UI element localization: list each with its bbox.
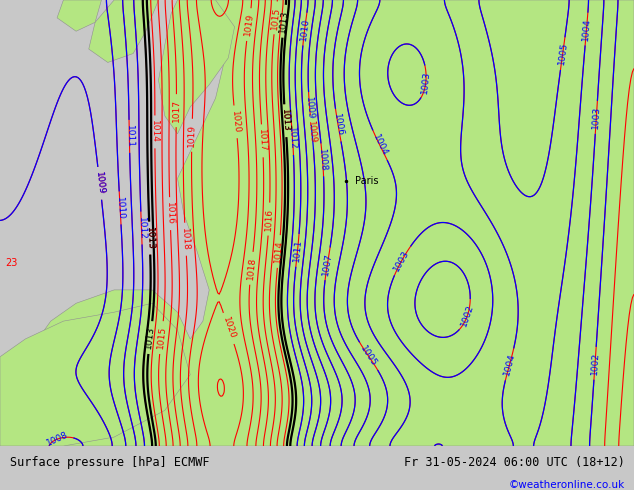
Text: 1018: 1018	[245, 256, 257, 280]
Text: 1012: 1012	[136, 217, 146, 240]
Text: 1010: 1010	[299, 17, 311, 41]
Text: 1005: 1005	[557, 42, 569, 66]
Text: 1006: 1006	[332, 113, 344, 137]
Polygon shape	[32, 0, 634, 446]
Text: 23: 23	[5, 258, 18, 268]
Text: 1013: 1013	[145, 326, 156, 349]
Text: 1003: 1003	[420, 70, 432, 94]
Text: 1008: 1008	[317, 148, 328, 171]
Text: 1016: 1016	[165, 202, 175, 225]
Text: ©weatheronline.co.uk: ©weatheronline.co.uk	[508, 480, 624, 490]
Text: 1013: 1013	[145, 226, 155, 250]
Text: 1008: 1008	[45, 430, 70, 448]
Text: 1013: 1013	[145, 226, 155, 250]
Text: 1009: 1009	[306, 120, 318, 144]
Text: 1010: 1010	[115, 196, 126, 220]
Text: 1014: 1014	[150, 121, 159, 144]
Text: 1015: 1015	[156, 326, 167, 349]
Text: 1013: 1013	[278, 9, 290, 33]
Text: Fr 31-05-2024 06:00 UTC (18+12): Fr 31-05-2024 06:00 UTC (18+12)	[404, 456, 624, 469]
Text: 1015: 1015	[270, 6, 281, 30]
Text: 1011: 1011	[125, 125, 134, 148]
Polygon shape	[89, 0, 158, 62]
Text: 1016: 1016	[264, 207, 274, 231]
Text: 1011: 1011	[292, 239, 303, 262]
Text: 1004: 1004	[371, 133, 389, 158]
Text: 1013: 1013	[280, 109, 290, 132]
Text: 1007: 1007	[321, 252, 333, 276]
Text: 1009: 1009	[94, 172, 105, 195]
Text: 1009: 1009	[304, 97, 315, 120]
Text: 1020: 1020	[230, 110, 242, 134]
Polygon shape	[0, 303, 190, 446]
Text: 1019: 1019	[243, 13, 255, 37]
Text: Paris: Paris	[355, 175, 378, 186]
Text: 1013: 1013	[280, 109, 290, 132]
Text: 1009: 1009	[94, 172, 105, 195]
Polygon shape	[57, 0, 101, 31]
Text: 1020: 1020	[221, 316, 236, 341]
Text: 1014: 1014	[273, 240, 285, 263]
Text: Surface pressure [hPa] ECMWF: Surface pressure [hPa] ECMWF	[10, 456, 209, 469]
Text: 1012: 1012	[287, 127, 298, 150]
Text: 1018: 1018	[181, 227, 191, 251]
Text: 1017: 1017	[172, 99, 181, 122]
Polygon shape	[158, 0, 235, 134]
Text: 1002: 1002	[590, 351, 600, 375]
Text: 1003: 1003	[591, 106, 602, 129]
Text: 1002: 1002	[460, 303, 476, 327]
Text: 1003: 1003	[392, 248, 411, 272]
Text: 1004: 1004	[502, 352, 517, 377]
Text: 1005: 1005	[359, 344, 378, 368]
Text: 1017: 1017	[257, 129, 268, 152]
Text: 1004: 1004	[581, 17, 592, 41]
Text: 1019: 1019	[187, 123, 197, 147]
